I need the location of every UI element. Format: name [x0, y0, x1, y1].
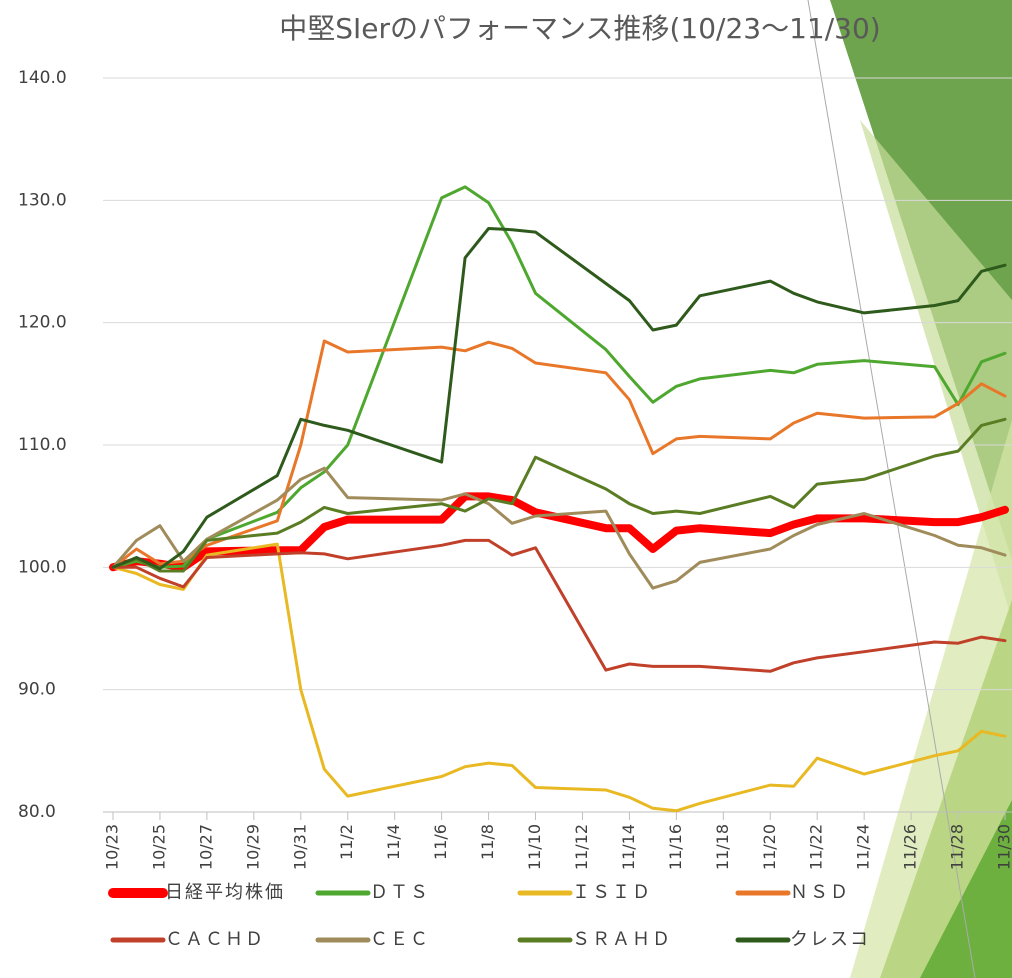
legend-label: ＳＲＡＨＤ	[572, 929, 672, 950]
x-tick-label: 11/20	[760, 824, 779, 870]
y-tick-label: 110.0	[18, 435, 67, 455]
series-line	[113, 540, 1005, 671]
y-tick-label: 90.0	[18, 680, 56, 700]
series-line	[113, 341, 1005, 567]
legend-label: ＤＴＳ	[370, 882, 430, 903]
x-tick-label: 10/31	[290, 824, 309, 870]
legend-label: ＣＡＣＨＤ	[165, 929, 265, 950]
x-tick-label: 11/12	[572, 824, 591, 870]
chart-title: 中堅SIerのパフォーマンス推移(10/23～11/30)	[279, 12, 880, 45]
x-tick-label: 10/29	[243, 824, 262, 870]
x-tick-label: 11/10	[525, 824, 544, 870]
x-tick-label: 10/25	[149, 824, 168, 870]
x-tick-label: 11/16	[666, 824, 685, 870]
x-tick-label: 11/2	[337, 824, 356, 860]
legend-label: ＮＳＤ	[790, 882, 850, 903]
x-tick-label: 11/18	[713, 824, 732, 870]
chart: 中堅SIerのパフォーマンス推移(10/23～11/30) 80.0 90.0 10…	[0, 0, 1012, 978]
series-line	[113, 468, 1005, 588]
x-tick-label: 10/27	[196, 824, 215, 870]
legend-label: クレスコ	[790, 929, 870, 950]
y-tick-label: 100.0	[18, 557, 67, 577]
y-tick-label: 120.0	[18, 313, 67, 333]
y-tick-label: 130.0	[18, 190, 67, 210]
x-tick-label: 11/26	[901, 824, 920, 870]
legend-label: ＣＥＣ	[370, 929, 430, 950]
x-tick-label: 11/28	[948, 824, 967, 870]
x-tick-label: 11/14	[619, 824, 638, 870]
y-tick-label: 140.0	[18, 68, 67, 88]
legend-label: 日経平均株価	[165, 882, 285, 903]
x-tick-label: 11/4	[384, 824, 403, 860]
series-line	[113, 187, 1005, 567]
x-tick-label: 11/8	[478, 824, 497, 860]
series-line	[113, 544, 1005, 811]
x-tick-label: 11/22	[807, 824, 826, 870]
x-tick-label: 11/24	[854, 824, 873, 870]
y-tick-label: 80.0	[18, 802, 56, 822]
x-tick-label: 11/6	[431, 824, 450, 860]
legend-label: ＩＳＩＤ	[572, 882, 652, 903]
x-tick-label: 11/30	[995, 824, 1012, 870]
x-tick-label: 10/23	[103, 824, 122, 870]
